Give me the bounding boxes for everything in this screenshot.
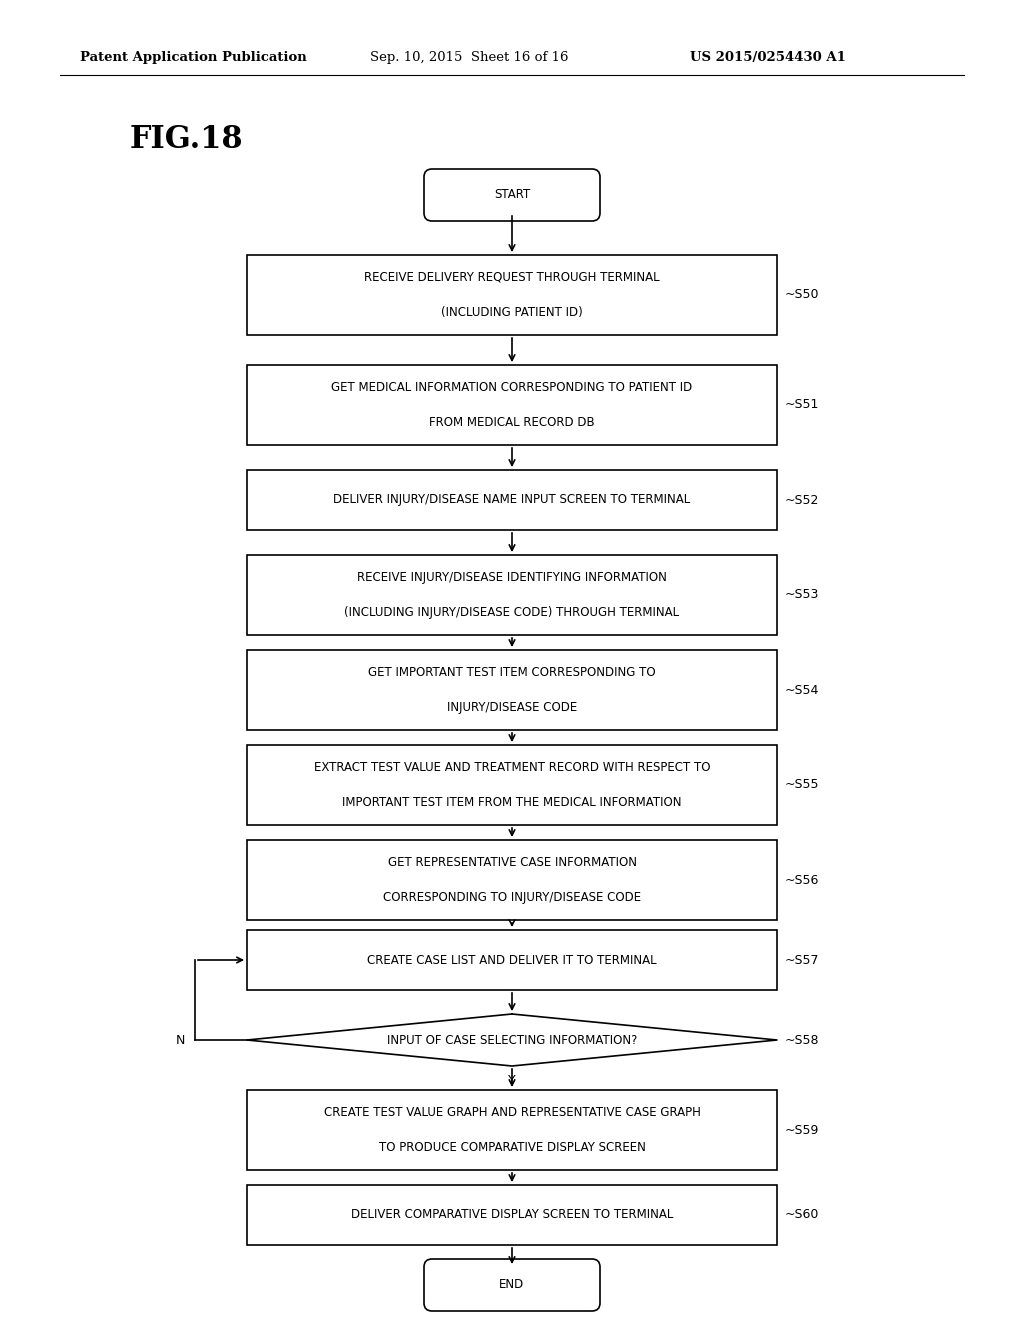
Bar [247, 470, 777, 531]
Text: ~S55: ~S55 [785, 779, 819, 792]
FancyBboxPatch shape [424, 1259, 600, 1311]
Bar [247, 255, 777, 335]
Text: CREATE TEST VALUE GRAPH AND REPRESENTATIVE CASE GRAPH: CREATE TEST VALUE GRAPH AND REPRESENTATI… [324, 1106, 700, 1119]
Text: GET REPRESENTATIVE CASE INFORMATION: GET REPRESENTATIVE CASE INFORMATION [387, 855, 637, 869]
Text: ~S53: ~S53 [785, 589, 819, 602]
Text: ~S58: ~S58 [785, 1034, 819, 1047]
Text: FROM MEDICAL RECORD DB: FROM MEDICAL RECORD DB [429, 416, 595, 429]
Text: DELIVER COMPARATIVE DISPLAY SCREEN TO TERMINAL: DELIVER COMPARATIVE DISPLAY SCREEN TO TE… [351, 1209, 673, 1221]
Text: Patent Application Publication: Patent Application Publication [80, 51, 307, 65]
Text: INJURY/DISEASE CODE: INJURY/DISEASE CODE [446, 701, 578, 714]
Bar [247, 554, 777, 635]
Text: ~S56: ~S56 [785, 874, 819, 887]
Text: (INCLUDING INJURY/DISEASE CODE) THROUGH TERMINAL: (INCLUDING INJURY/DISEASE CODE) THROUGH … [344, 606, 680, 619]
FancyBboxPatch shape [424, 169, 600, 220]
Text: US 2015/0254430 A1: US 2015/0254430 A1 [690, 51, 846, 65]
Text: EXTRACT TEST VALUE AND TREATMENT RECORD WITH RESPECT TO: EXTRACT TEST VALUE AND TREATMENT RECORD … [313, 760, 711, 774]
Bar [247, 840, 777, 920]
Text: ~S54: ~S54 [785, 684, 819, 697]
Text: Sep. 10, 2015  Sheet 16 of 16: Sep. 10, 2015 Sheet 16 of 16 [370, 51, 568, 65]
Polygon shape [247, 1014, 777, 1067]
Text: END: END [500, 1279, 524, 1291]
Text: FIG.18: FIG.18 [130, 124, 244, 156]
Text: ~S60: ~S60 [785, 1209, 819, 1221]
Text: ~S51: ~S51 [785, 399, 819, 412]
Bar [247, 744, 777, 825]
Text: Y: Y [508, 1073, 516, 1086]
Text: GET IMPORTANT TEST ITEM CORRESPONDING TO: GET IMPORTANT TEST ITEM CORRESPONDING TO [369, 665, 655, 678]
Text: GET MEDICAL INFORMATION CORRESPONDING TO PATIENT ID: GET MEDICAL INFORMATION CORRESPONDING TO… [332, 381, 692, 393]
Text: IMPORTANT TEST ITEM FROM THE MEDICAL INFORMATION: IMPORTANT TEST ITEM FROM THE MEDICAL INF… [342, 796, 682, 809]
Bar [247, 1090, 777, 1170]
Bar [247, 1185, 777, 1245]
Text: RECEIVE INJURY/DISEASE IDENTIFYING INFORMATION: RECEIVE INJURY/DISEASE IDENTIFYING INFOR… [357, 570, 667, 583]
Text: START: START [494, 189, 530, 202]
Bar [247, 931, 777, 990]
Bar [247, 649, 777, 730]
Text: N: N [175, 1034, 184, 1047]
Text: INPUT OF CASE SELECTING INFORMATION?: INPUT OF CASE SELECTING INFORMATION? [387, 1034, 637, 1047]
Text: CORRESPONDING TO INJURY/DISEASE CODE: CORRESPONDING TO INJURY/DISEASE CODE [383, 891, 641, 904]
Text: ~S50: ~S50 [785, 289, 819, 301]
Text: CREATE CASE LIST AND DELIVER IT TO TERMINAL: CREATE CASE LIST AND DELIVER IT TO TERMI… [368, 953, 656, 966]
Text: RECEIVE DELIVERY REQUEST THROUGH TERMINAL: RECEIVE DELIVERY REQUEST THROUGH TERMINA… [365, 271, 659, 284]
Text: (INCLUDING PATIENT ID): (INCLUDING PATIENT ID) [441, 306, 583, 319]
Text: ~S59: ~S59 [785, 1123, 819, 1137]
Text: DELIVER INJURY/DISEASE NAME INPUT SCREEN TO TERMINAL: DELIVER INJURY/DISEASE NAME INPUT SCREEN… [334, 494, 690, 507]
Bar [247, 366, 777, 445]
Text: ~S57: ~S57 [785, 953, 819, 966]
Text: TO PRODUCE COMPARATIVE DISPLAY SCREEN: TO PRODUCE COMPARATIVE DISPLAY SCREEN [379, 1140, 645, 1154]
Text: ~S52: ~S52 [785, 494, 819, 507]
